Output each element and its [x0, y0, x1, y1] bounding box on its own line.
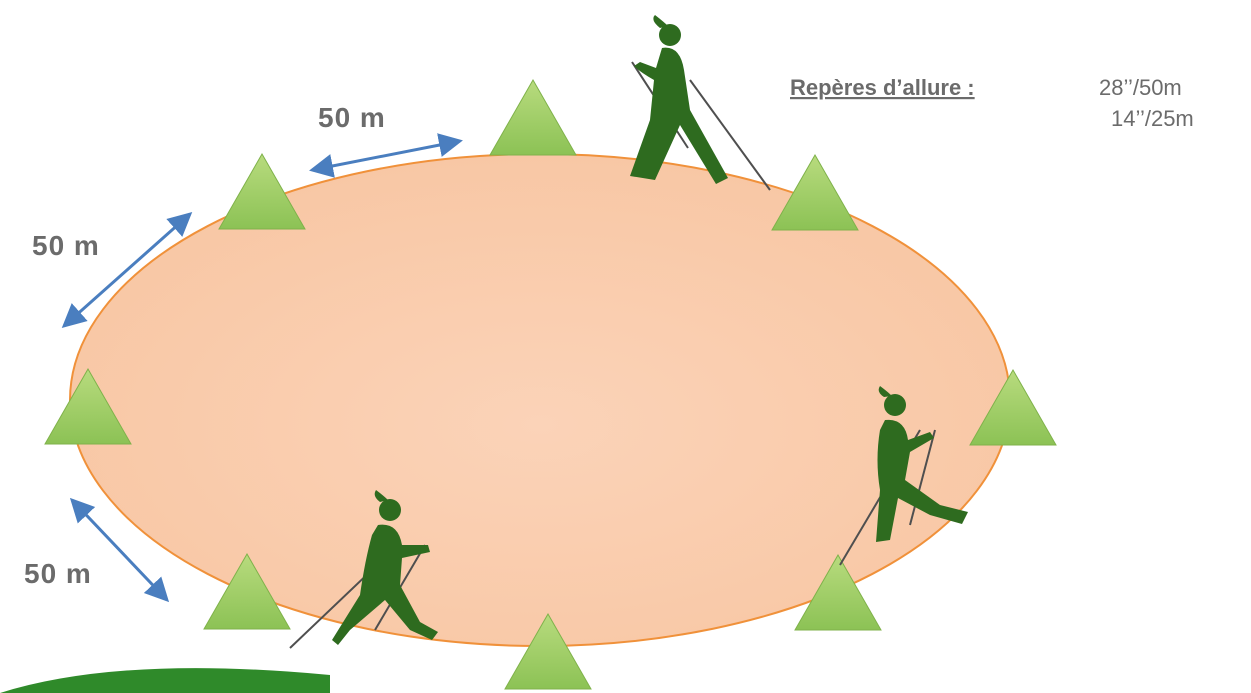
track	[70, 154, 1010, 646]
distance-label: 50 m	[318, 102, 386, 133]
distance-label: 50 m	[24, 558, 92, 589]
cone	[490, 80, 576, 155]
pace-line: 28’’/50m	[1099, 75, 1182, 100]
page: 50 m 50 m 50 m Repères d’allure : 28’’/5…	[0, 0, 1251, 693]
diagram: 50 m 50 m 50 m Repères d’allure : 28’’/5…	[0, 0, 1251, 693]
distance-label: 50 m	[32, 230, 100, 261]
corner-swoosh	[0, 668, 330, 693]
pace-line: 14’’/25m	[1111, 106, 1194, 131]
walker	[630, 15, 770, 190]
pace-heading: Repères d’allure :	[790, 75, 975, 100]
